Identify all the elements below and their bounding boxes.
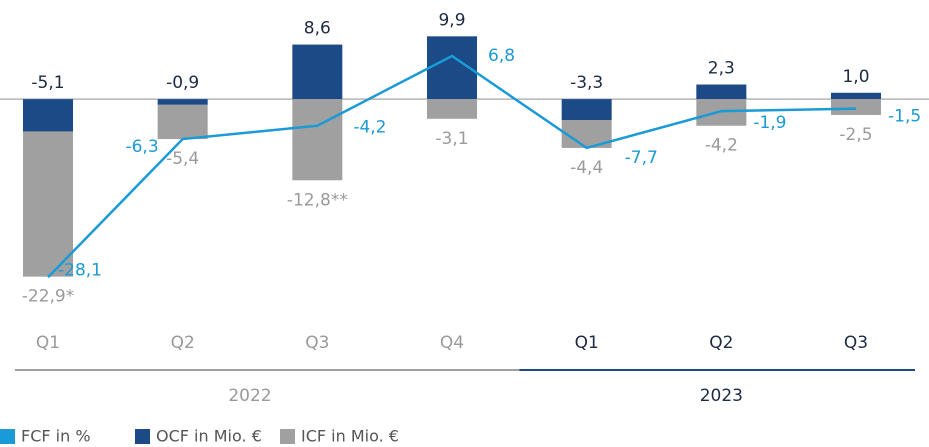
- value-label: -2,5: [839, 125, 872, 145]
- x-tick-label: Q3: [844, 333, 868, 353]
- value-label: -4,2: [705, 136, 738, 156]
- value-label: -3,3: [570, 73, 603, 93]
- x-tick-label: Q2: [709, 333, 733, 353]
- value-label: 8,6: [304, 19, 331, 39]
- bar: [23, 99, 73, 132]
- value-label: -3,1: [435, 129, 468, 149]
- value-label: -7,7: [625, 148, 658, 168]
- value-label: -0,9: [166, 73, 199, 93]
- x-tick-label: Q4: [440, 333, 464, 353]
- x-tick-label: Q2: [171, 333, 195, 353]
- legend-label: ICF in Mio. €: [301, 427, 399, 446]
- value-label: -5,4: [166, 149, 199, 169]
- bar: [157, 104, 208, 140]
- bar: [427, 99, 477, 119]
- x-tick-label: Q1: [36, 333, 60, 353]
- value-label: 2,3: [708, 59, 735, 79]
- value-label: -6,3: [125, 137, 158, 157]
- group-label: 2022: [228, 386, 271, 406]
- value-label: -1,5: [888, 107, 921, 127]
- value-label: 6,8: [488, 46, 515, 66]
- value-label: -4,4: [570, 158, 603, 178]
- x-tick-label: Q1: [575, 333, 599, 353]
- bar: [157, 99, 208, 105]
- legend-label: OCF in Mio. €: [156, 427, 262, 446]
- bar: [696, 84, 747, 100]
- value-label: -1,9: [753, 113, 786, 133]
- x-tick-label: Q3: [305, 333, 329, 353]
- legend-label: FCF in %: [21, 427, 91, 446]
- bar: [292, 44, 343, 100]
- bar: [292, 99, 343, 181]
- value-label: -5,1: [31, 73, 64, 93]
- fcf-line: [47, 54, 857, 279]
- legend-swatch: [280, 429, 295, 444]
- bar: [23, 131, 73, 277]
- legend-swatch: [135, 429, 150, 444]
- legend-swatch: [0, 429, 15, 444]
- value-label: -22,9*: [22, 287, 75, 307]
- bar: [561, 99, 612, 121]
- value-label: -4,2: [353, 118, 386, 138]
- value-label: 1,0: [842, 67, 869, 87]
- group-label: 2023: [700, 386, 743, 406]
- value-label: -12,8**: [287, 190, 348, 210]
- bar: [831, 92, 881, 100]
- value-label: -28,1: [58, 260, 102, 280]
- bar: [831, 99, 881, 115]
- value-label: 9,9: [438, 10, 465, 30]
